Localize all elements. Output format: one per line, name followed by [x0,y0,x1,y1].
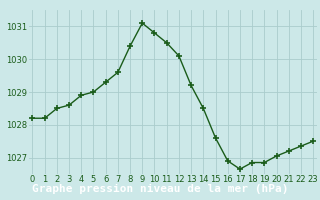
Text: Graphe pression niveau de la mer (hPa): Graphe pression niveau de la mer (hPa) [32,184,288,194]
